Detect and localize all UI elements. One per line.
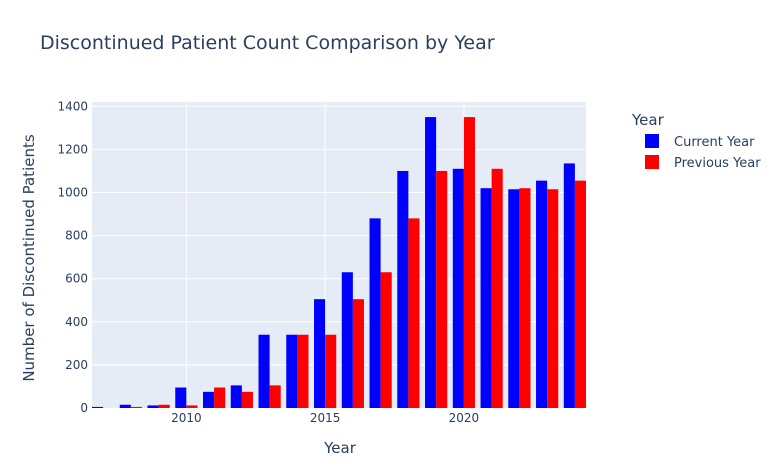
bar-current-year-2011[interactable] [203, 391, 215, 408]
x-tick-label: 2010 [171, 411, 202, 425]
bar-current-year-2009[interactable] [147, 405, 159, 408]
legend-swatch-current-year [645, 134, 659, 148]
bar-current-year-2019[interactable] [425, 117, 437, 409]
x-axis-label: Year [323, 439, 357, 457]
bar-previous-year-2020[interactable] [463, 117, 475, 409]
bar-previous-year-2014[interactable] [297, 334, 309, 408]
bar-previous-year-2012[interactable] [241, 391, 253, 408]
bar-previous-year-2021[interactable] [491, 168, 503, 408]
y-tick-label: 400 [65, 315, 88, 329]
legend-item-current-year[interactable]: Current Year [645, 134, 755, 150]
bar-current-year-2021[interactable] [480, 188, 492, 408]
bars [92, 117, 586, 409]
bar-previous-year-2018[interactable] [408, 218, 420, 408]
bar-current-year-2022[interactable] [508, 189, 520, 408]
bar-previous-year-2013[interactable] [269, 385, 281, 408]
bar-current-year-2015[interactable] [314, 299, 326, 408]
y-tick-label: 1400 [57, 99, 88, 113]
plot-area [92, 102, 586, 408]
y-tick-label: 800 [65, 229, 88, 243]
x-tick-label: 2015 [310, 411, 341, 425]
bar-previous-year-2019[interactable] [436, 170, 448, 408]
bar-current-year-2020[interactable] [452, 168, 464, 408]
bar-current-year-2012[interactable] [230, 385, 242, 408]
bar-previous-year-2008[interactable] [130, 406, 142, 408]
bar-previous-year-2022[interactable] [519, 188, 531, 408]
bar-previous-year-2017[interactable] [380, 272, 392, 408]
y-tick-label: 0 [80, 401, 88, 415]
bar-previous-year-2010[interactable] [186, 405, 198, 408]
legend-label-previous-year: Previous Year [674, 156, 761, 171]
y-tick-label: 1000 [57, 186, 88, 200]
bar-current-year-2023[interactable] [536, 180, 548, 408]
y-axis-label: Number of Discontinued Patients [20, 134, 38, 382]
legend-title: Year [631, 111, 665, 129]
bar-previous-year-2011[interactable] [214, 387, 226, 408]
y-tick-label: 600 [65, 272, 88, 286]
x-tick-labels: 2010 2015 2020 [171, 411, 479, 425]
legend-label-current-year: Current Year [674, 135, 755, 150]
bar-previous-year-2024[interactable] [574, 180, 586, 408]
legend[interactable]: Year Current Year Previous Year [631, 111, 761, 171]
x-tick-label: 2020 [449, 411, 480, 425]
bar-current-year-2007[interactable] [92, 406, 104, 408]
bar-current-year-2008[interactable] [119, 404, 131, 408]
bar-previous-year-2015[interactable] [325, 334, 337, 408]
bar-current-year-2014[interactable] [286, 334, 298, 408]
bar-previous-year-2016[interactable] [352, 299, 364, 408]
y-tick-label: 200 [65, 358, 88, 372]
bar-previous-year-2023[interactable] [547, 189, 559, 408]
legend-item-previous-year[interactable]: Previous Year [645, 155, 761, 171]
bar-current-year-2024[interactable] [563, 163, 575, 408]
bar-current-year-2010[interactable] [175, 387, 187, 408]
y-tick-label: 1200 [57, 142, 88, 156]
bar-current-year-2016[interactable] [341, 272, 353, 408]
legend-swatch-previous-year [645, 155, 659, 169]
bar-current-year-2018[interactable] [397, 170, 409, 408]
bar-current-year-2013[interactable] [258, 334, 270, 408]
bar-previous-year-2009[interactable] [158, 404, 170, 408]
y-tick-labels: 0 200 400 600 800 1000 1200 1400 [57, 99, 88, 415]
chart-title: Discontinued Patient Count Comparison by… [40, 32, 495, 54]
bar-current-year-2017[interactable] [369, 218, 381, 408]
